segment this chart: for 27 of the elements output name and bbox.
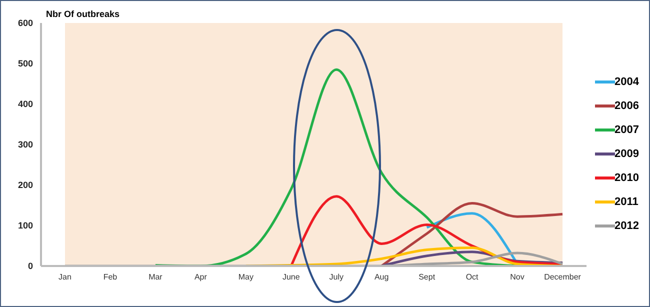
- y-tick-label: 0: [28, 261, 33, 272]
- y-tick-label: 400: [18, 99, 33, 110]
- x-tick-label: Oct: [466, 272, 480, 282]
- y-tick-label: 100: [18, 220, 33, 231]
- legend-label: 2011: [614, 196, 638, 208]
- legend-label: 2009: [614, 148, 639, 160]
- x-tick-label: Nov: [510, 272, 524, 282]
- legend-label: 2007: [614, 124, 639, 136]
- y-tick-label: 500: [18, 58, 33, 69]
- y-tick-label: 300: [18, 140, 33, 150]
- x-tick-label: Feb: [103, 272, 118, 282]
- legend-label: 2012: [614, 220, 639, 232]
- y-tick-label: 600: [18, 18, 33, 28]
- legend-label: 2004: [614, 76, 639, 88]
- x-tick-label: May: [238, 272, 254, 282]
- x-tick-label: Apr: [194, 272, 208, 282]
- x-tick-label: June: [282, 272, 300, 282]
- x-tick-label: Jan: [58, 272, 72, 282]
- x-tick-label: Aug: [374, 272, 389, 282]
- x-tick-label: Sept: [418, 272, 436, 282]
- x-tick-label: July: [329, 272, 344, 282]
- y-axis-title: Nbr Of outbreaks: [46, 9, 120, 19]
- legend-label: 2006: [614, 100, 639, 112]
- y-tick-label: 200: [18, 180, 33, 190]
- x-tick-label: December: [544, 272, 582, 282]
- legend-label: 2010: [614, 172, 639, 184]
- x-tick-label: Mar: [148, 272, 163, 282]
